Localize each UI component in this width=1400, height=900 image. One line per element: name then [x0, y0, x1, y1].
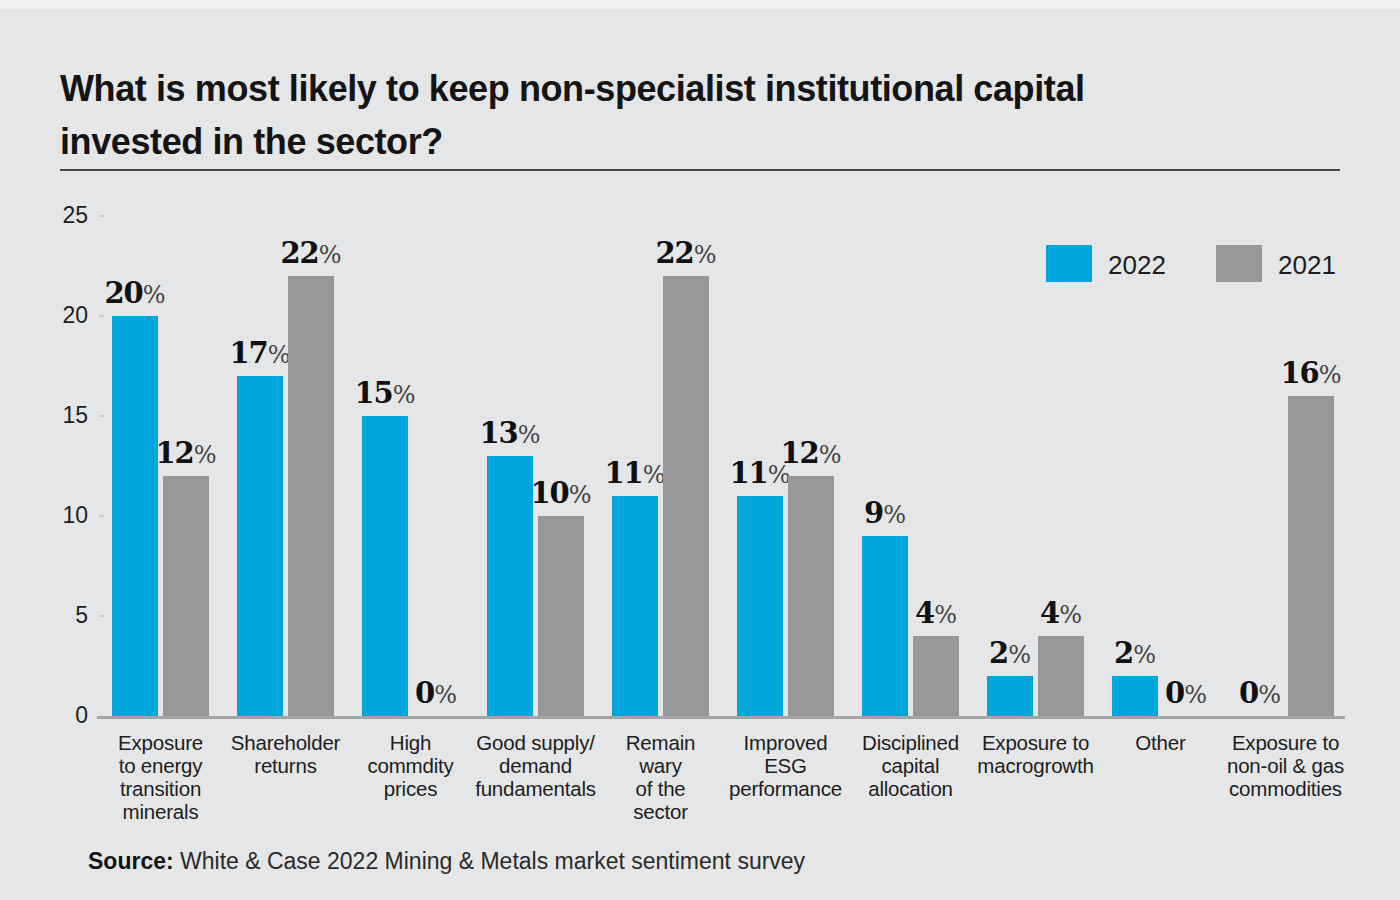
- y-axis-label: 0: [38, 702, 88, 729]
- percent-sign: %: [1184, 681, 1207, 709]
- percent-sign: %: [434, 681, 457, 709]
- legend-swatch-2022: [1046, 245, 1092, 282]
- y-axis-tick: [99, 215, 104, 217]
- bar-2021-4: [538, 516, 584, 716]
- bar-2022-2: [237, 376, 283, 716]
- bar-2021-6: [788, 476, 834, 716]
- bar-2022-6: [737, 496, 783, 716]
- value-number: 22: [280, 236, 318, 270]
- percent-sign: %: [819, 441, 842, 469]
- value-number: 2: [1114, 636, 1133, 670]
- value-number: 16: [1280, 356, 1318, 390]
- percent-sign: %: [694, 241, 717, 269]
- value-label-2021-5: 22%: [626, 234, 746, 277]
- y-axis-tick: [99, 515, 104, 517]
- percent-sign: %: [393, 381, 416, 409]
- bar-2022-8: [987, 676, 1033, 716]
- percent-sign: %: [883, 501, 906, 529]
- percent-sign: %: [143, 281, 166, 309]
- bar-2022-5: [612, 496, 658, 716]
- y-axis-tick: [99, 615, 104, 617]
- value-label-2022-3: 15%: [325, 374, 445, 417]
- percent-sign: %: [1008, 641, 1031, 669]
- value-label-2021-3: 0%: [376, 674, 496, 717]
- value-number: 4: [915, 596, 934, 630]
- percent-sign: %: [1133, 641, 1156, 669]
- value-number: 9: [864, 496, 883, 530]
- category-label-line: minerals: [71, 800, 251, 823]
- bar-2021-10: [1288, 396, 1334, 716]
- category-label-line: transition: [71, 777, 251, 800]
- value-number: 12: [780, 436, 818, 470]
- value-label-2022-9: 2%: [1075, 634, 1195, 677]
- legend-swatch-2021: [1216, 245, 1262, 282]
- y-axis-label: 25: [38, 202, 88, 229]
- percent-sign: %: [518, 421, 541, 449]
- value-number: 0: [1165, 676, 1184, 710]
- value-label-2021-9: 0%: [1126, 674, 1246, 717]
- source-note: Source: White & Case 2022 Mining & Metal…: [88, 848, 805, 875]
- percent-sign: %: [194, 441, 217, 469]
- value-label-2022-1: 20%: [75, 274, 195, 317]
- value-number: 15: [354, 376, 392, 410]
- category-label: Exposure tonon-oil & gascommodities: [1196, 731, 1376, 800]
- y-axis-label: 15: [38, 402, 88, 429]
- source-label: Source:: [88, 848, 174, 874]
- bar-2021-5: [663, 276, 709, 716]
- bar-2021-1: [163, 476, 209, 716]
- value-number: 22: [655, 236, 693, 270]
- value-number: 2: [989, 636, 1008, 670]
- value-number: 10: [530, 476, 568, 510]
- chart-title-line1: What is most likely to keep non-speciali…: [60, 62, 1360, 115]
- value-label-2021-6: 12%: [751, 434, 871, 477]
- value-label-2021-1: 12%: [126, 434, 246, 477]
- percent-sign: %: [1258, 681, 1281, 709]
- category-label-line: macrogrowth: [946, 754, 1126, 777]
- value-label-2021-8: 4%: [1001, 594, 1121, 637]
- y-axis-label: 5: [38, 602, 88, 629]
- bar-2022-3: [362, 416, 408, 716]
- top-edge-strip: [0, 0, 1400, 9]
- percent-sign: %: [319, 241, 342, 269]
- category-label-line: Exposure to: [1196, 731, 1376, 754]
- percent-sign: %: [1059, 601, 1082, 629]
- x-axis-baseline: [97, 716, 1345, 719]
- value-label-2022-7: 9%: [825, 494, 945, 537]
- value-label-2022-4: 13%: [450, 414, 570, 457]
- category-label-line: commodities: [1196, 777, 1376, 800]
- chart-title-line2: invested in the sector?: [60, 115, 1360, 168]
- category-label-line: non-oil & gas: [1196, 754, 1376, 777]
- bar-2022-1: [112, 316, 158, 716]
- category-label-line: allocation: [821, 777, 1001, 800]
- bar-2021-7: [913, 636, 959, 716]
- value-number: 0: [415, 676, 434, 710]
- value-label-2021-4: 10%: [501, 474, 621, 517]
- title-divider-rule: [60, 169, 1340, 171]
- legend-label-2021: 2021: [1278, 250, 1336, 281]
- percent-sign: %: [1319, 361, 1342, 389]
- value-label-2021-10: 16%: [1251, 354, 1371, 397]
- value-number: 13: [479, 416, 517, 450]
- value-label-2021-7: 4%: [876, 594, 996, 637]
- bar-2021-8: [1038, 636, 1084, 716]
- category-label-line: sector: [571, 800, 751, 823]
- value-number: 20: [104, 276, 142, 310]
- percent-sign: %: [569, 481, 592, 509]
- y-axis-tick: [99, 415, 104, 417]
- legend-label-2022: 2022: [1108, 250, 1166, 281]
- bar-2021-2: [288, 276, 334, 716]
- value-number: 4: [1040, 596, 1059, 630]
- value-number: 17: [229, 336, 267, 370]
- source-text: White & Case 2022 Mining & Metals market…: [174, 848, 805, 874]
- value-label-2021-2: 22%: [251, 234, 371, 277]
- percent-sign: %: [934, 601, 957, 629]
- chart-title: What is most likely to keep non-speciali…: [60, 62, 1360, 168]
- value-number: 12: [155, 436, 193, 470]
- y-axis-label: 10: [38, 502, 88, 529]
